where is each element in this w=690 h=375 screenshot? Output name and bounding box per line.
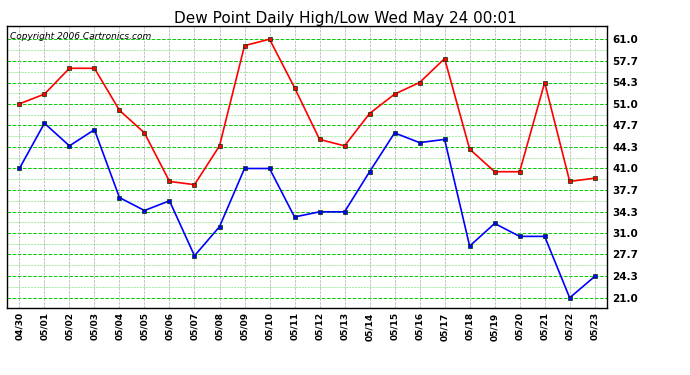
Text: Dew Point Daily High/Low Wed May 24 00:01: Dew Point Daily High/Low Wed May 24 00:0…: [174, 11, 516, 26]
Text: Copyright 2006 Cartronics.com: Copyright 2006 Cartronics.com: [10, 32, 151, 41]
